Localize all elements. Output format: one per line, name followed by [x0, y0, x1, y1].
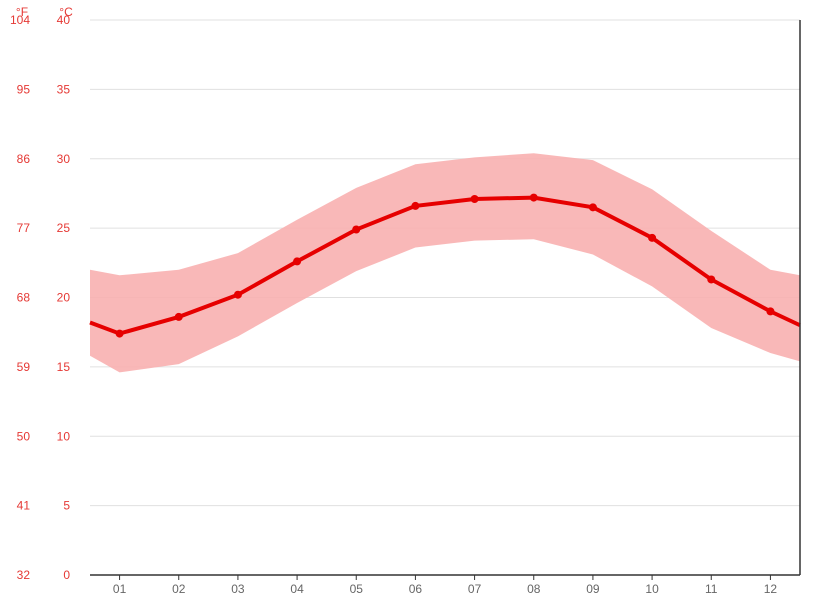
x-label: 08 — [527, 582, 541, 596]
temperature-chart: 03254110501559206825773086359540104°F°C0… — [0, 0, 815, 611]
y-label-c: 5 — [63, 499, 70, 513]
temperature-point — [766, 307, 774, 315]
y-label-f: 59 — [17, 360, 31, 374]
temperature-point — [471, 195, 479, 203]
x-label: 11 — [705, 582, 718, 596]
y-label-c: 30 — [57, 152, 71, 166]
unit-c: °C — [59, 5, 73, 19]
x-label: 10 — [645, 582, 659, 596]
temperature-point — [352, 226, 360, 234]
y-label-f: 50 — [17, 429, 31, 443]
x-label: 12 — [764, 582, 778, 596]
temperature-point — [116, 330, 124, 338]
temperature-band — [90, 153, 800, 372]
y-label-f: 68 — [17, 291, 31, 305]
y-label-c: 25 — [57, 221, 71, 235]
x-label: 09 — [586, 582, 600, 596]
y-label-f: 32 — [17, 568, 31, 582]
temperature-point — [411, 202, 419, 210]
temperature-point — [234, 291, 242, 299]
x-label: 04 — [290, 582, 304, 596]
y-label-f: 77 — [17, 221, 31, 235]
y-label-c: 10 — [57, 429, 71, 443]
temperature-point — [589, 203, 597, 211]
y-label-f: 41 — [17, 499, 31, 513]
x-label: 03 — [231, 582, 245, 596]
x-label: 07 — [468, 582, 482, 596]
y-label-c: 15 — [57, 360, 71, 374]
temperature-point — [175, 313, 183, 321]
x-label: 02 — [172, 582, 186, 596]
temperature-point — [530, 194, 538, 202]
x-label: 05 — [350, 582, 364, 596]
unit-f: °F — [16, 5, 28, 19]
temperature-point — [707, 275, 715, 283]
y-label-c: 0 — [63, 568, 70, 582]
y-label-c: 20 — [57, 291, 71, 305]
y-label-f: 86 — [17, 152, 31, 166]
x-label: 01 — [113, 582, 127, 596]
y-label-c: 35 — [57, 82, 71, 96]
temperature-point — [293, 257, 301, 265]
temperature-point — [648, 234, 656, 242]
y-label-f: 95 — [17, 82, 31, 96]
chart-svg: 03254110501559206825773086359540104°F°C0… — [0, 0, 815, 611]
x-label: 06 — [409, 582, 423, 596]
